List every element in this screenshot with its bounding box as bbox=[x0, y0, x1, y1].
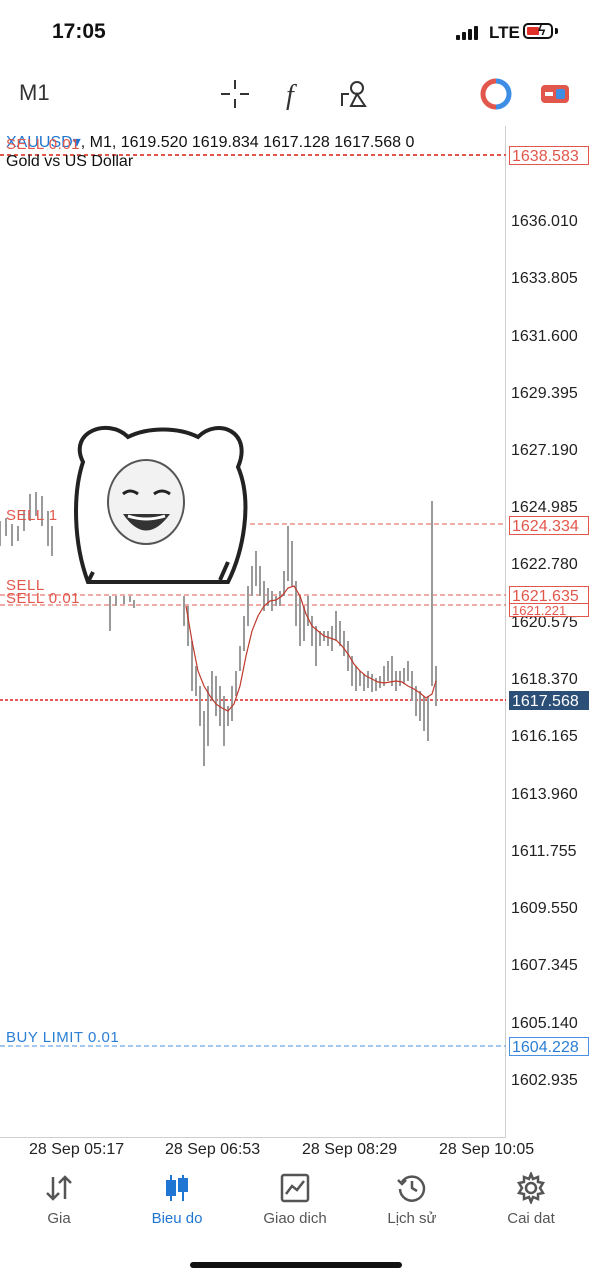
signal-icon bbox=[456, 26, 482, 40]
price-tag-current: 1617.568 bbox=[509, 691, 589, 710]
nav-label: Cai dat bbox=[507, 1210, 555, 1227]
ohlc-values: , M1, 1619.520 1619.834 1617.128 1617.56… bbox=[80, 134, 415, 151]
svg-text:f: f bbox=[286, 80, 297, 110]
order-label-sell-2[interactable]: SELL bbox=[6, 577, 45, 594]
home-indicator bbox=[190, 1262, 402, 1268]
price-tick: 1631.600 bbox=[511, 328, 578, 345]
price-tag-sell-3: 1621.221 bbox=[509, 603, 589, 617]
time-tick: 28 Sep 05:17 bbox=[29, 1141, 125, 1158]
nav-label: Lịch sử bbox=[387, 1210, 437, 1227]
moving-average-line bbox=[185, 585, 437, 712]
time-tick: 28 Sep 10:05 bbox=[439, 1141, 535, 1158]
nav-label: Bieu do bbox=[151, 1210, 203, 1227]
price-tick: 1607.345 bbox=[511, 957, 578, 974]
price-tick: 1605.140 bbox=[511, 1015, 578, 1032]
nav-history[interactable]: Lịch sử bbox=[362, 1172, 462, 1227]
nav-settings[interactable]: Cai dat bbox=[481, 1172, 581, 1227]
price-tick: 1622.780 bbox=[511, 556, 578, 573]
order-label-sell-3[interactable]: SELL 0.01 bbox=[6, 590, 80, 607]
price-tick: 1609.550 bbox=[511, 900, 578, 917]
status-time: 17:05 bbox=[52, 20, 106, 43]
price-tick: 1613.960 bbox=[511, 786, 578, 803]
nav-charts[interactable]: Bieu do bbox=[127, 1172, 227, 1227]
network-type: LTE bbox=[489, 23, 520, 42]
price-tick: 1627.190 bbox=[511, 442, 578, 459]
battery-cap bbox=[555, 28, 558, 34]
nav-label: Gia bbox=[47, 1210, 71, 1227]
one-click-trading-icon[interactable] bbox=[480, 78, 512, 110]
candle-series bbox=[0, 492, 437, 766]
price-tick: 1611.755 bbox=[511, 843, 577, 860]
symbol-dropdown-icon[interactable]: ▾ bbox=[72, 134, 81, 151]
price-tick: 1616.165 bbox=[511, 728, 578, 745]
quotes-icon bbox=[46, 1175, 72, 1201]
candlestick-icon bbox=[166, 1175, 188, 1201]
order-label-sell-top[interactable]: SELL 0.01 bbox=[6, 136, 80, 153]
trade-chart-icon bbox=[280, 1173, 310, 1203]
time-tick: 28 Sep 06:53 bbox=[165, 1141, 261, 1158]
price-tag-sell-1: 1624.334 bbox=[509, 516, 589, 535]
price-tag-sell-top: 1638.583 bbox=[509, 146, 589, 165]
price-tick: 1602.935 bbox=[511, 1072, 578, 1089]
symbol-header[interactable]: XAUUSD▾, M1, 1619.520 1619.834 1617.128 … bbox=[6, 132, 414, 152]
time-tick: 28 Sep 08:29 bbox=[302, 1141, 398, 1158]
price-tick: 1624.985 bbox=[511, 499, 578, 516]
battery-icon: ϟ bbox=[523, 22, 553, 39]
price-tick: 1636.010 bbox=[511, 213, 578, 230]
gear-icon bbox=[517, 1172, 545, 1204]
nav-label: Giao dich bbox=[263, 1210, 327, 1227]
meme-sticker bbox=[74, 426, 248, 584]
price-tick: 1620.575 bbox=[511, 614, 578, 631]
order-label-sell-1[interactable]: SELL 1 bbox=[6, 507, 58, 524]
nav-trade[interactable]: Giao dich bbox=[245, 1172, 345, 1227]
crosshair-icon[interactable] bbox=[219, 78, 251, 110]
price-chart[interactable] bbox=[0, 126, 506, 1138]
price-tick: 1633.805 bbox=[511, 270, 578, 287]
history-icon bbox=[397, 1175, 426, 1202]
objects-icon[interactable] bbox=[339, 78, 371, 110]
price-tick: 1618.370 bbox=[511, 671, 578, 688]
price-tag-buy-limit: 1604.228 bbox=[509, 1037, 589, 1056]
price-tick: 1629.395 bbox=[511, 385, 578, 402]
timeframe-button[interactable]: M1 bbox=[19, 80, 50, 105]
function-icon[interactable]: f bbox=[280, 78, 312, 111]
symbol-name[interactable]: XAUUSD bbox=[6, 134, 73, 151]
nav-quotes[interactable]: Gia bbox=[9, 1172, 109, 1227]
price-tag-sell-2: 1621.635 bbox=[509, 586, 589, 605]
order-label-buy-limit[interactable]: BUY LIMIT 0.01 bbox=[6, 1029, 120, 1046]
symbol-description: Gold vs US Dollar bbox=[6, 153, 134, 170]
chart-canvas[interactable] bbox=[0, 126, 506, 1138]
trade-panel-icon[interactable] bbox=[539, 78, 571, 110]
